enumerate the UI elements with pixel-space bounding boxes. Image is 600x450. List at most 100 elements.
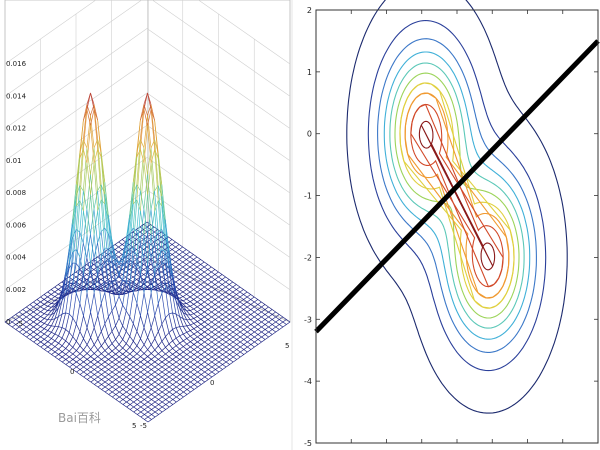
- surface-mesh-line: [183, 351, 188, 355]
- surface-mesh-line: [154, 414, 159, 418]
- surface-mesh-line: [36, 334, 41, 338]
- surface-mesh-line: [82, 279, 87, 283]
- surface-mesh-line: [29, 321, 34, 325]
- surface-mesh-line: [147, 391, 152, 395]
- surface-mesh-line: [111, 239, 116, 257]
- surface-mesh-line: [161, 359, 166, 363]
- surface-mesh-line: [147, 416, 152, 420]
- surface-mesh-line: [236, 306, 241, 310]
- surface-mesh-line: [154, 369, 159, 373]
- surface-mesh-line: [69, 361, 74, 365]
- surface-mesh-line: [125, 244, 130, 248]
- surface-mesh-line: [168, 356, 173, 360]
- surface-mesh-line: [179, 271, 184, 275]
- surface-mesh-line: [125, 233, 130, 263]
- surface-mesh-line: [165, 379, 170, 383]
- surface-mesh-line: [182, 289, 187, 293]
- surface-mesh-line: [44, 344, 49, 348]
- surface-mesh-line: [222, 304, 227, 308]
- surface-mesh-line: [161, 317, 166, 325]
- surface-mesh-line: [140, 389, 145, 393]
- surface-mesh-line: [147, 194, 152, 235]
- surface-mesh-line: [101, 364, 106, 368]
- surface-mesh-line: [108, 376, 113, 380]
- surface-mesh-line: [54, 286, 59, 290]
- surface-mesh-line: [179, 293, 184, 297]
- surface-mesh-line: [76, 371, 81, 375]
- surface-mesh-line: [236, 289, 241, 293]
- surface-mesh-line: [125, 331, 131, 337]
- surface-mesh-line: [33, 301, 38, 305]
- surface-mesh-line: [171, 244, 176, 248]
- surface-mesh-line: [136, 369, 141, 373]
- surface-mesh-line: [193, 351, 198, 355]
- surface-mesh-line: [36, 341, 41, 345]
- surface-mesh-line: [108, 374, 113, 378]
- surface-mesh-line: [75, 185, 81, 230]
- surface-mesh-line: [215, 364, 220, 368]
- surface-mesh-line: [161, 396, 166, 400]
- surface-mesh-line: [193, 374, 198, 378]
- surface-mesh-line: [171, 256, 176, 260]
- surface-mesh-line: [203, 261, 208, 265]
- surface-mesh-line: [197, 319, 202, 322]
- surface-mesh-line: [97, 119, 102, 153]
- surface-mesh-line: [86, 344, 91, 350]
- surface-mesh-line: [61, 272, 66, 293]
- surface-mesh-line: [65, 312, 70, 315]
- surface-mesh-line: [186, 359, 191, 363]
- surface-mesh-line: [182, 251, 187, 255]
- surface-mesh-line: [100, 199, 106, 205]
- surface-mesh-line: [44, 328, 48, 331]
- surface-mesh-line: [175, 271, 180, 275]
- surface-mesh-line: [104, 283, 109, 292]
- surface-mesh-line: [136, 303, 141, 316]
- surface-mesh-line: [147, 209, 152, 235]
- surface-mesh-line: [140, 109, 145, 150]
- surface-mesh-line: [22, 319, 27, 323]
- surface-mesh-line: [72, 341, 77, 348]
- surface-mesh-line: [101, 371, 106, 375]
- surface-mesh-line: [100, 286, 105, 292]
- surface-mesh-line: [271, 314, 276, 318]
- surface-mesh-line: [229, 356, 234, 360]
- surface-mesh-line: [182, 281, 187, 285]
- surface-mesh-line: [118, 359, 123, 363]
- surface-mesh-line: [204, 271, 209, 275]
- surface-mesh-line: [40, 313, 45, 317]
- surface-mesh-line: [50, 294, 55, 297]
- surface-mesh-line: [43, 296, 48, 300]
- surface-mesh-line: [93, 209, 98, 243]
- surface-mesh-line: [79, 200, 84, 212]
- surface-mesh-line: [221, 274, 226, 278]
- surface-mesh-line: [168, 386, 173, 390]
- surface-mesh-line: [204, 311, 209, 315]
- surface-mesh-line: [197, 351, 202, 355]
- surface-mesh-line: [33, 341, 38, 345]
- surface-mesh-line: [243, 309, 248, 313]
- surface-mesh-line: [161, 374, 166, 378]
- surface-mesh-line: [82, 242, 88, 259]
- surface-mesh-line: [165, 336, 170, 345]
- surface-mesh-line: [97, 349, 102, 354]
- surface-mesh-line: [61, 345, 66, 349]
- surface-mesh-line: [179, 361, 184, 365]
- surface-mesh-line: [218, 319, 223, 323]
- surface-mesh-line: [150, 353, 156, 357]
- surface-mesh-line: [90, 194, 95, 235]
- surface-mesh-line: [83, 149, 88, 164]
- surface-mesh-line: [221, 276, 226, 280]
- surface-mesh-line: [186, 276, 191, 280]
- surface-mesh-line: [232, 321, 237, 325]
- surface-mesh-line: [22, 326, 27, 330]
- surface-mesh-line: [65, 332, 70, 342]
- surface-mesh-line: [65, 313, 70, 330]
- surface-mesh-line: [54, 340, 59, 344]
- surface-mesh-line: [218, 316, 223, 320]
- surface-mesh-line: [236, 291, 241, 295]
- surface-mesh-line: [136, 359, 141, 363]
- surface-mesh-line: [69, 359, 74, 363]
- surface-mesh-line: [179, 297, 184, 302]
- surface-mesh-line: [83, 284, 87, 287]
- surface-mesh-line: [161, 234, 166, 238]
